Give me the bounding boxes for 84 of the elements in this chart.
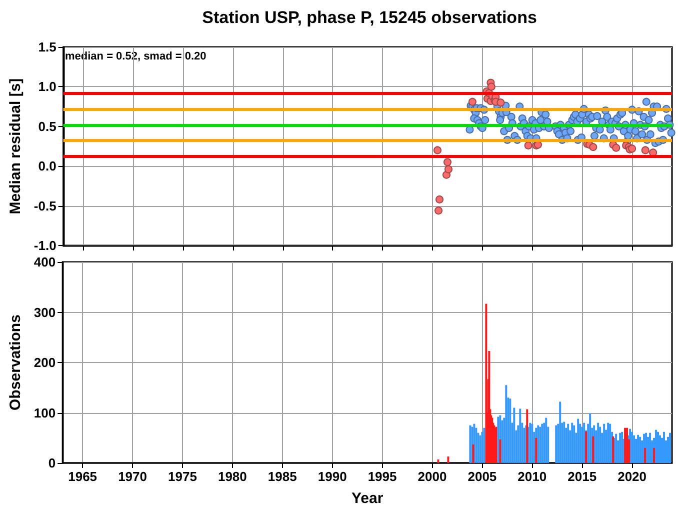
x-tick-label: 1985 <box>268 469 297 484</box>
x-tick-label: 2015 <box>568 469 597 484</box>
point <box>612 144 620 152</box>
bar <box>609 424 612 463</box>
point <box>524 141 532 150</box>
bar <box>581 426 584 463</box>
x-tick-label: 1995 <box>368 469 397 484</box>
y-tick-label: 0 <box>48 456 56 470</box>
bar <box>663 432 666 463</box>
bar <box>563 422 566 463</box>
bar <box>481 432 484 463</box>
point <box>468 98 476 106</box>
point <box>628 144 636 153</box>
y-tick-label: 0.5 <box>38 118 56 134</box>
bar <box>509 398 512 463</box>
x-tick-label: 1975 <box>168 469 197 484</box>
bar <box>577 418 580 463</box>
y-tick-label: -0.5 <box>34 198 56 214</box>
x-tick-label: 2020 <box>618 469 646 484</box>
y-tick-label: 400 <box>34 254 56 270</box>
point <box>434 146 442 154</box>
bar <box>615 434 618 463</box>
bar <box>479 435 482 463</box>
bar <box>545 418 548 463</box>
point <box>436 195 444 204</box>
bar <box>667 436 670 463</box>
y-tick-label: -1.0 <box>34 238 56 253</box>
y-tick-label: 200 <box>34 355 56 370</box>
bar <box>631 432 634 463</box>
bar <box>592 436 594 463</box>
bar <box>505 385 508 463</box>
y-tick-label: 300 <box>34 304 56 320</box>
point <box>487 82 496 91</box>
point <box>496 98 505 107</box>
y-tick-label: 0.0 <box>38 158 56 174</box>
bar <box>483 428 486 463</box>
x-tick-label: 1980 <box>218 469 247 484</box>
bar <box>472 444 474 463</box>
y-axis-title: Median residual [s] <box>7 78 24 214</box>
bar <box>437 459 440 463</box>
y-axis-title: Observations <box>7 314 24 410</box>
point <box>444 165 452 174</box>
bar <box>655 430 658 463</box>
bar <box>519 408 522 463</box>
bar <box>499 439 502 463</box>
bar <box>583 422 586 463</box>
point <box>443 158 452 166</box>
bar <box>539 426 542 463</box>
bar <box>447 456 450 463</box>
bar <box>537 425 540 463</box>
bar <box>621 432 624 463</box>
bar <box>529 422 532 463</box>
x-tick-label: 1965 <box>68 469 98 484</box>
x-tick-label: 1990 <box>318 469 347 484</box>
bar <box>619 432 622 463</box>
bar <box>624 428 626 463</box>
bar <box>559 402 562 463</box>
x-tick-label: 1970 <box>118 469 147 484</box>
bar <box>513 408 516 463</box>
bar <box>475 428 478 463</box>
bar <box>653 448 656 463</box>
x-tick-label: 2000 <box>418 469 447 484</box>
x-tick-label: 2005 <box>468 469 497 484</box>
x-axis-title: Year <box>351 490 384 507</box>
bar <box>589 414 592 463</box>
bar <box>649 432 652 463</box>
bar <box>567 424 570 463</box>
chart-title: Station USP, phase P, 15245 observations <box>202 8 537 27</box>
point <box>589 143 598 152</box>
bar <box>573 425 576 463</box>
x-tick-label: 2010 <box>518 469 547 484</box>
y-tick-label: 100 <box>34 405 56 420</box>
point <box>434 206 442 215</box>
bar <box>647 436 650 463</box>
bar <box>626 428 628 463</box>
y-tick-label: 1.0 <box>38 79 56 94</box>
bar <box>526 409 528 463</box>
bar <box>497 416 500 463</box>
bar <box>669 432 671 463</box>
bar <box>535 438 538 463</box>
bar <box>644 448 646 463</box>
point <box>641 146 650 154</box>
bar <box>531 424 534 463</box>
y-tick-label: 1.5 <box>38 40 56 54</box>
